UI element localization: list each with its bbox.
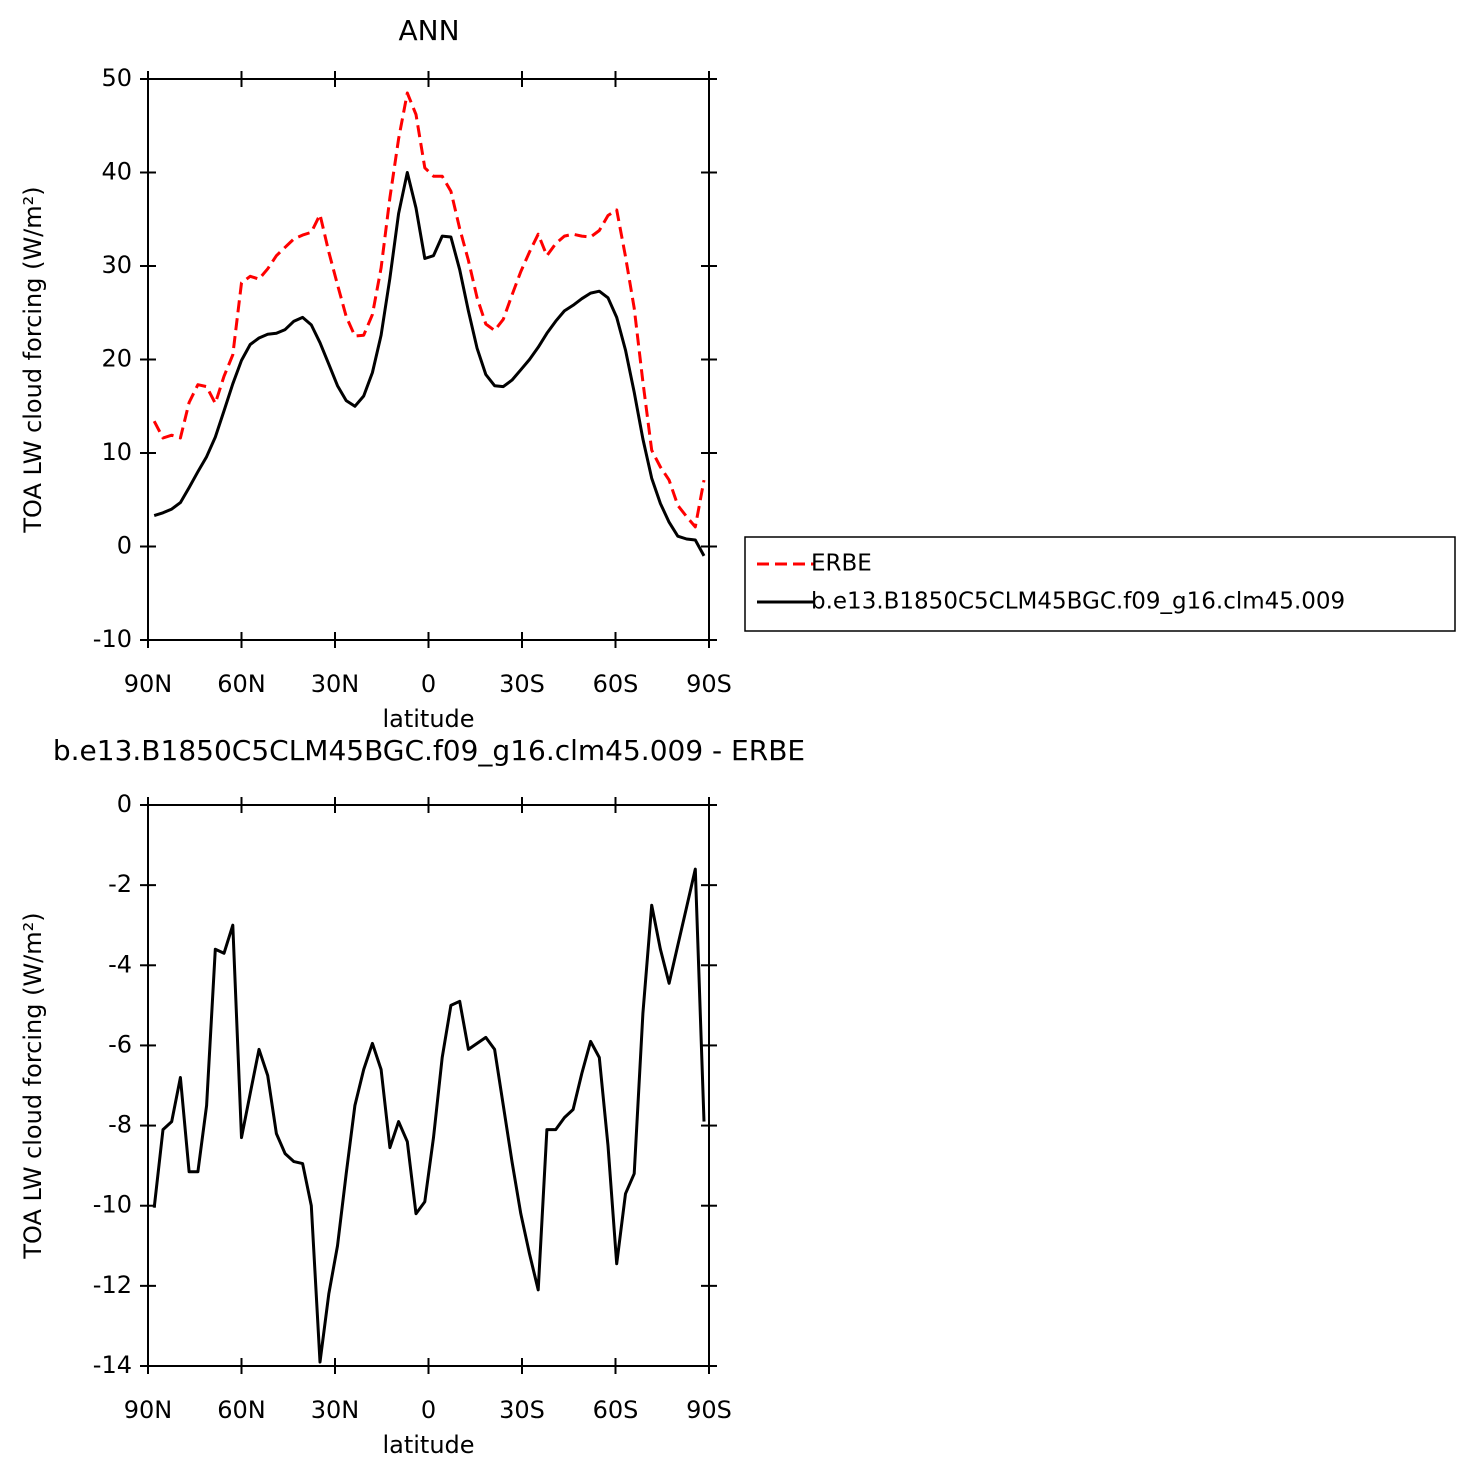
y-tick-label: 50: [101, 64, 132, 92]
x-tick-label: 0: [421, 1396, 436, 1424]
x-tick-label: 90N: [124, 1396, 173, 1424]
x-tick-label: 60N: [217, 1396, 266, 1424]
x-tick-label: 60S: [593, 670, 639, 698]
y-tick-label: 30: [101, 251, 132, 279]
series-line: [152, 91, 706, 529]
y-tick-label: 40: [101, 158, 132, 186]
y-axis-label: TOA LW cloud forcing (W/m²): [19, 186, 47, 533]
y-tick-label: -8: [108, 1111, 132, 1139]
x-tick-label: 60N: [217, 670, 266, 698]
series-line: [153, 171, 706, 557]
x-tick-label: 90S: [686, 1396, 732, 1424]
x-axis-label: latitude: [382, 705, 474, 733]
y-axis-label: TOA LW cloud forcing (W/m²): [19, 912, 47, 1259]
y-tick-label: -4: [108, 950, 132, 978]
legend-label: b.e13.B1850C5CLM45BGC.f09_g16.clm45.009: [811, 589, 1345, 615]
series-line: [152, 867, 706, 1364]
y-tick-label: -14: [93, 1351, 132, 1379]
legend-box: [744, 536, 1456, 632]
y-tick-label: -10: [93, 1191, 132, 1219]
y-tick-label: -6: [108, 1030, 132, 1058]
plot-frame: [147, 804, 710, 1367]
y-tick-label: -2: [108, 870, 132, 898]
chart-title: ANN: [398, 14, 459, 47]
legend-label: ERBE: [811, 551, 872, 577]
x-tick-label: 30S: [499, 1396, 545, 1424]
x-tick-label: 30S: [499, 670, 545, 698]
y-tick-label: 0: [117, 790, 132, 818]
y-tick-label: 10: [101, 438, 132, 466]
y-tick-label: -12: [93, 1271, 132, 1299]
x-tick-label: 60S: [593, 1396, 639, 1424]
chart-title: b.e13.B1850C5CLM45BGC.f09_g16.clm45.009 …: [53, 734, 805, 767]
x-tick-label: 30N: [311, 1396, 360, 1424]
y-tick-label: 20: [101, 345, 132, 373]
legend: ERBE b.e13.B1850C5CLM45BGC.f09_g16.clm45.…: [744, 536, 1456, 632]
x-tick-label: 90S: [686, 670, 732, 698]
y-tick-label: -10: [93, 625, 132, 653]
x-tick-label: 90N: [124, 670, 173, 698]
x-tick-label: 0: [421, 670, 436, 698]
y-tick-label: 0: [117, 532, 132, 560]
x-axis-label: latitude: [382, 1431, 474, 1459]
x-tick-label: 30N: [311, 670, 360, 698]
